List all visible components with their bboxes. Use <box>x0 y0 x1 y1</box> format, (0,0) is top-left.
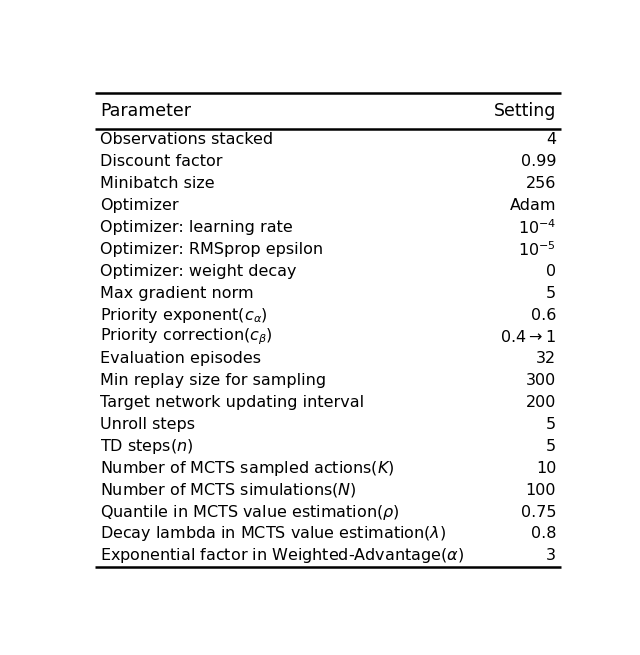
Text: 100: 100 <box>525 483 556 498</box>
Text: Target network updating interval: Target network updating interval <box>100 395 364 410</box>
Text: Number of MCTS sampled actions$(K)$: Number of MCTS sampled actions$(K)$ <box>100 458 394 477</box>
Text: Quantile in MCTS value estimation$(\rho)$: Quantile in MCTS value estimation$(\rho)… <box>100 502 399 521</box>
Text: 3: 3 <box>546 548 556 563</box>
Text: 0: 0 <box>546 264 556 279</box>
Text: 0.6: 0.6 <box>531 308 556 323</box>
Text: Discount factor: Discount factor <box>100 155 222 170</box>
Text: Adam: Adam <box>509 198 556 213</box>
Text: Unroll steps: Unroll steps <box>100 417 195 432</box>
Text: 0.75: 0.75 <box>521 504 556 519</box>
Text: Exponential factor in Weighted-Advantage$(\alpha)$: Exponential factor in Weighted-Advantage… <box>100 546 464 565</box>
Text: TD steps$(n)$: TD steps$(n)$ <box>100 437 193 456</box>
Text: Optimizer: RMSprop epsilon: Optimizer: RMSprop epsilon <box>100 242 323 257</box>
Text: 5: 5 <box>546 286 556 301</box>
Text: 200: 200 <box>526 395 556 410</box>
Text: Optimizer: weight decay: Optimizer: weight decay <box>100 264 296 279</box>
Text: 5: 5 <box>546 417 556 432</box>
Text: Priority correction$(c_{\beta})$: Priority correction$(c_{\beta})$ <box>100 327 273 347</box>
Text: Observations stacked: Observations stacked <box>100 132 273 147</box>
Text: 0.99: 0.99 <box>521 155 556 170</box>
Text: Priority exponent$(c_{\alpha})$: Priority exponent$(c_{\alpha})$ <box>100 306 268 325</box>
Text: 300: 300 <box>526 373 556 388</box>
Text: 5: 5 <box>546 439 556 454</box>
Text: 10: 10 <box>536 461 556 476</box>
Text: Setting: Setting <box>494 102 556 120</box>
Text: $0.4 \rightarrow 1$: $0.4 \rightarrow 1$ <box>500 329 556 345</box>
Text: Min replay size for sampling: Min replay size for sampling <box>100 373 326 388</box>
Text: Decay lambda in MCTS value estimation$(\lambda)$: Decay lambda in MCTS value estimation$(\… <box>100 525 446 544</box>
Text: Minibatch size: Minibatch size <box>100 176 214 191</box>
Text: 256: 256 <box>526 176 556 191</box>
Text: 0.8: 0.8 <box>531 527 556 542</box>
Text: 4: 4 <box>546 132 556 147</box>
Text: $10^{-4}$: $10^{-4}$ <box>518 218 556 237</box>
Text: 32: 32 <box>536 351 556 366</box>
Text: Optimizer: Optimizer <box>100 198 179 213</box>
Text: Evaluation episodes: Evaluation episodes <box>100 351 261 366</box>
Text: $10^{-5}$: $10^{-5}$ <box>518 240 556 259</box>
Text: Number of MCTS simulations$(N)$: Number of MCTS simulations$(N)$ <box>100 481 356 499</box>
Text: Max gradient norm: Max gradient norm <box>100 286 253 301</box>
Text: Parameter: Parameter <box>100 102 191 120</box>
Text: Optimizer: learning rate: Optimizer: learning rate <box>100 220 292 235</box>
